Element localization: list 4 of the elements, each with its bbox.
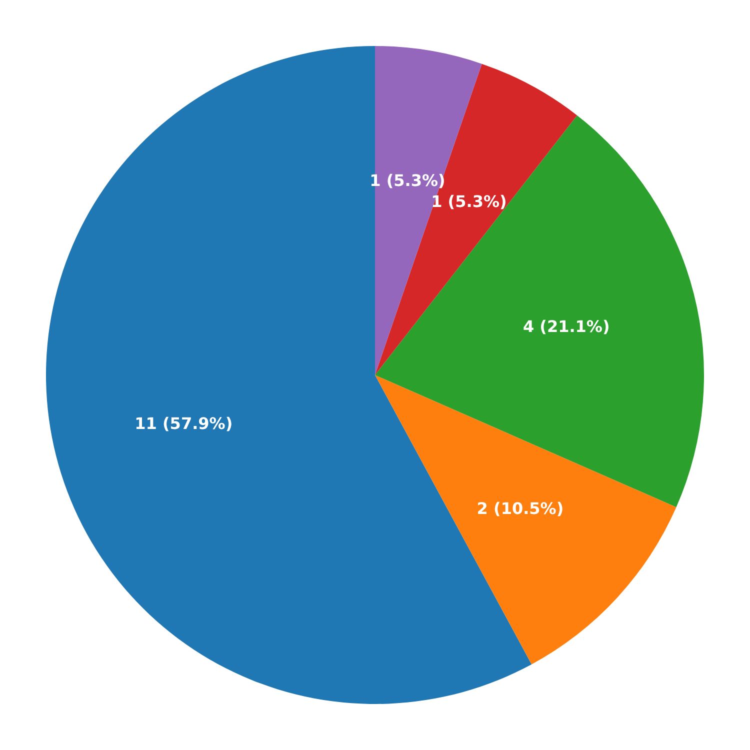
pie-slice: [375, 375, 676, 664]
data-label: 4 (21.1%): [522, 317, 610, 336]
data-label: 2 (10.5%): [476, 499, 564, 518]
data-label: 11 (57.9%): [134, 414, 233, 433]
